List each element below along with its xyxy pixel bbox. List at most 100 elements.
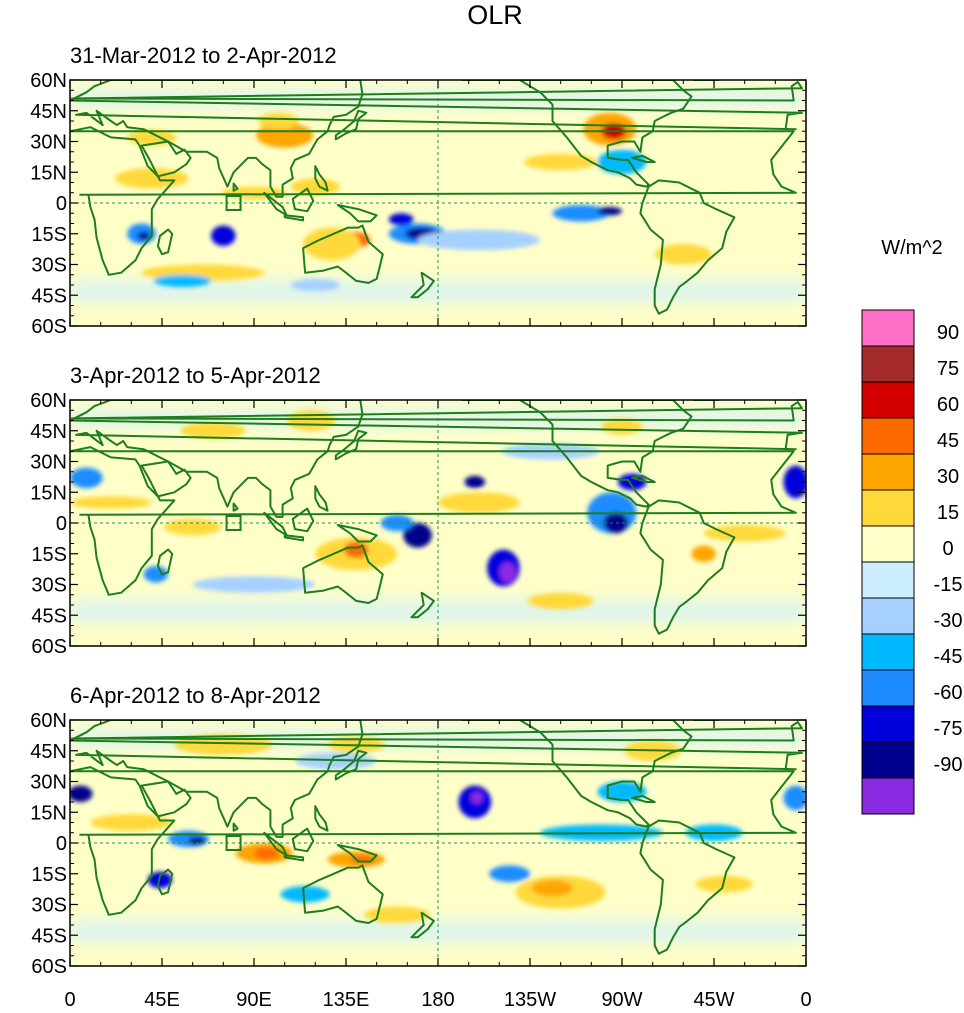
olr-anomaly-negative	[597, 207, 622, 216]
figure-title: OLR	[467, 0, 523, 30]
lat-label: 0	[56, 513, 67, 535]
lat-label: 45S	[31, 285, 67, 307]
panel-2-subtitle: 3-Apr-2012 to 5-Apr-2012	[70, 363, 321, 388]
coastline-arabia	[140, 460, 192, 498]
colorbar-label: -15	[934, 574, 963, 596]
olr-anomaly-negative	[499, 561, 516, 583]
lat-label: 15N	[30, 482, 67, 504]
colorbar-box	[861, 669, 915, 707]
olr-anomaly-positive	[523, 153, 598, 171]
lon-label: 0	[800, 989, 811, 1011]
olr-anomaly-positive	[254, 847, 279, 860]
coastline-madagascar	[156, 548, 174, 576]
olr-anomaly-negative	[464, 475, 486, 489]
colorbar-box	[861, 381, 915, 419]
coastline-srilanka	[232, 182, 239, 192]
lat-label: 15S	[31, 224, 67, 246]
lat-label: 60N	[30, 710, 67, 732]
reference-box	[225, 195, 242, 211]
olr-anomaly-negative	[603, 512, 629, 534]
coastline-madagascar	[156, 868, 174, 896]
lon-label: 45W	[693, 989, 734, 1011]
olr-anomaly-negative	[617, 473, 647, 491]
coastline-uk	[71, 401, 803, 422]
lat-label: 45S	[31, 605, 67, 627]
coastline-philippines	[314, 805, 329, 832]
olr-anomaly-positive	[256, 123, 314, 148]
olr-anomaly-positive	[532, 879, 573, 897]
olr-anomaly-positive	[290, 178, 340, 195]
lon-label: 90E	[236, 989, 272, 1011]
coastline-europe-asia	[70, 80, 803, 198]
colorbar-label: 30	[937, 466, 959, 488]
olr-anomaly-negative	[211, 225, 236, 247]
lon-label: 0	[64, 989, 75, 1011]
coastline-uk	[71, 81, 803, 102]
coastline-southamerica	[639, 819, 736, 955]
olr-anomaly-positive	[527, 592, 594, 610]
olr-anomaly-negative	[380, 514, 414, 532]
lon-label: 90W	[601, 989, 642, 1011]
colorbar-box	[861, 453, 915, 491]
coastline-philippines	[314, 485, 329, 512]
lat-label: 60S	[31, 636, 67, 658]
lat-label: 15N	[30, 802, 67, 824]
coastline-cuba	[631, 474, 656, 483]
lat-label: 30N	[30, 772, 67, 794]
coastline-borneo	[291, 827, 315, 853]
lat-label: 45N	[30, 101, 67, 123]
coastline-java	[283, 214, 305, 222]
coastline-southamerica	[639, 499, 736, 635]
coastline-newguinea	[336, 844, 378, 863]
colorbar-label: -90	[934, 754, 963, 776]
colorbar-box	[861, 489, 915, 527]
olr-anomaly-negative	[552, 205, 610, 222]
olr-anomaly-negative	[143, 566, 169, 583]
colorbar-label: 15	[937, 502, 959, 524]
coastline-europe-asia	[70, 400, 803, 518]
coastline-australia	[302, 544, 384, 604]
lat-label: 45N	[30, 421, 67, 443]
lat-label: 45S	[31, 925, 67, 947]
lon-label: 135W	[504, 989, 556, 1011]
coastlines	[70, 720, 803, 955]
olr-anomaly-negative	[470, 791, 483, 805]
olr-anomaly-positive	[438, 492, 520, 513]
coastline-borneo	[291, 507, 315, 533]
coastline-philippines	[314, 165, 329, 192]
olr-anomaly-positive	[70, 496, 152, 509]
olr-anomaly-negative	[290, 278, 340, 292]
coastline-europe-asia	[70, 720, 803, 838]
coastline-nz	[410, 911, 435, 939]
olr-anomaly-negative	[280, 886, 330, 903]
olr-anomaly-negative	[403, 523, 432, 548]
olr-anomaly-negative	[192, 576, 316, 593]
coastline-northamerica	[461, 80, 693, 188]
colorbar-box	[861, 309, 915, 347]
colorbar-label: 90	[937, 322, 959, 344]
lat-label: 15N	[30, 162, 67, 184]
coastline-australia	[302, 864, 384, 924]
coastline-japan	[334, 429, 368, 461]
lat-label: 30S	[31, 255, 67, 277]
coastline-africa	[70, 126, 797, 276]
coastline-japan	[334, 109, 368, 141]
olr-anomaly-negative	[783, 465, 806, 499]
colorbar-label: 45	[937, 430, 959, 452]
colorbar-box	[861, 705, 915, 743]
lat-label: 60S	[31, 316, 67, 338]
coastline-australia	[302, 224, 384, 284]
colorbar-box	[861, 633, 915, 671]
coastline-borneo	[291, 187, 315, 213]
olr-anomaly-negative	[137, 231, 150, 240]
olr-anomaly-negative	[70, 785, 93, 802]
coastline-japan	[334, 749, 368, 781]
lon-label: 135E	[323, 989, 370, 1011]
lat-label: 30N	[30, 452, 67, 474]
panel-1-subtitle: 31-Mar-2012 to 2-Apr-2012	[70, 43, 337, 68]
olr-anomaly-positive	[691, 545, 717, 562]
colorbar-box	[861, 777, 915, 815]
lat-label: 30N	[30, 132, 67, 154]
olr-anomaly-positive	[286, 410, 336, 431]
